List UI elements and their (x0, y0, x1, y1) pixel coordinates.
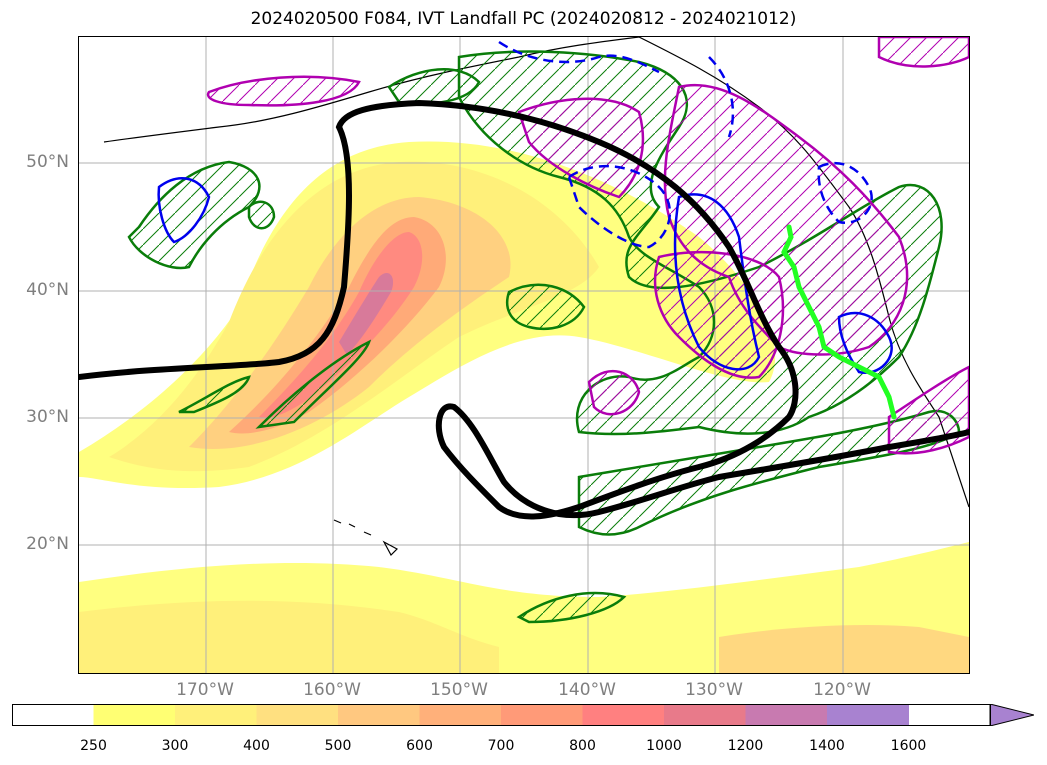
lon-label-170w: 170°W (176, 680, 234, 700)
colorbar-segment (93, 704, 176, 726)
colorbar-tick-label: 400 (243, 738, 270, 754)
colorbar-tick-label: 500 (324, 738, 352, 754)
lon-label-130w: 130°W (685, 680, 743, 700)
map-canvas (79, 37, 969, 673)
colorbar-segment (12, 704, 94, 726)
colorbar-tick-label: 600 (406, 738, 433, 754)
alaska-coast (103, 37, 640, 143)
blue-contours (157, 40, 893, 375)
colorbar-extend-arrow (989, 704, 1034, 726)
lat-label-20n: 20°N (26, 534, 69, 554)
colorbar-tick-label: 300 (161, 738, 189, 754)
colorbar-tick-label: 700 (487, 738, 515, 754)
ivt-band-1000 (339, 272, 394, 355)
colorbar-segment (175, 704, 257, 726)
colorbar-segment (419, 704, 502, 726)
colorbar-tick-label: 1200 (727, 738, 764, 754)
map-title: 2024020500 F084, IVT Landfall PC (202402… (250, 9, 797, 29)
lon-label-160w: 160°W (303, 680, 361, 700)
colorbar-tick-label: 1000 (646, 738, 682, 754)
colorbar-segment (664, 704, 746, 726)
lat-label-50n: 50°N (26, 152, 69, 172)
landfall-track (781, 224, 897, 420)
ivt-band-south-inner (79, 600, 499, 673)
colorbar (12, 704, 1034, 726)
colorbar-segment (582, 704, 665, 726)
colorbar-segment (256, 704, 339, 726)
lat-label-40n: 40°N (26, 280, 69, 300)
lon-label-150w: 150°W (430, 680, 488, 700)
lon-label-140w: 140°W (558, 680, 616, 700)
colorbar-segment (338, 704, 420, 726)
colorbar-tick-label: 800 (569, 738, 596, 754)
colorbar-tick-label: 1400 (809, 738, 845, 754)
colorbar-tick-label: 250 (80, 738, 107, 754)
colorbar-segment (745, 704, 828, 726)
colorbar-tick-label: 1600 (890, 738, 927, 754)
colorbar-segment (827, 704, 909, 726)
colorbar-segment (501, 704, 583, 726)
lat-label-30n: 30°N (26, 407, 69, 427)
lon-label-120w: 120°W (813, 680, 871, 700)
ivt-shading (79, 141, 969, 673)
ivt-band-south-east (719, 625, 969, 673)
hawaii-islands (333, 519, 398, 556)
map-panel (78, 36, 970, 674)
black-contour (79, 99, 969, 520)
